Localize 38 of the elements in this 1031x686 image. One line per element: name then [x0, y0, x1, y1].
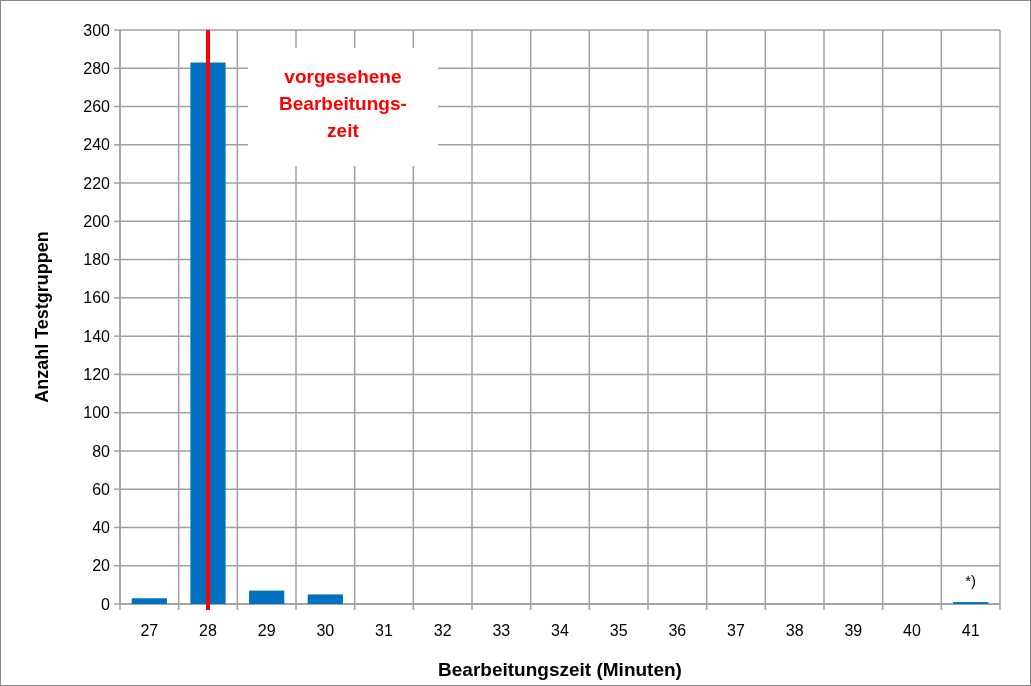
x-tick-label: 35 [609, 622, 628, 639]
y-tick-label: 160 [83, 289, 111, 307]
x-tick-label: 41 [961, 622, 980, 639]
x-tick-label: 40 [903, 622, 921, 639]
y-tick-label: 260 [83, 98, 111, 116]
bar [131, 598, 167, 604]
y-tick-label: 120 [83, 366, 111, 383]
x-tick-label: 36 [668, 622, 687, 639]
x-tick-label: 34 [551, 622, 569, 639]
y-tick-label: 220 [83, 174, 111, 192]
y-tick-label: 0 [101, 595, 111, 613]
x-tick-label: 38 [785, 622, 804, 639]
x-tick-label: 29 [257, 622, 276, 639]
y-tick-label: 180 [83, 251, 111, 269]
x-tick-label: 30 [316, 622, 335, 639]
y-tick-label: 300 [83, 21, 111, 39]
y-axis-title: Anzahl Testgruppen [32, 231, 52, 403]
x-tick-label: 32 [433, 622, 452, 639]
y-tick-label: 140 [83, 327, 111, 345]
annotation: *) [965, 572, 977, 589]
bar [307, 594, 343, 604]
y-tick-label: 80 [92, 442, 111, 460]
y-tick-label: 280 [83, 59, 111, 77]
ref-line-label: vorgesehene Bearbeitungs- zeit [279, 66, 407, 141]
y-tick-label: 200 [83, 212, 111, 230]
x-axis-title: Bearbeitungszeit (Minuten) [438, 659, 682, 680]
x-tick-label: 27 [140, 622, 159, 639]
x-tick-label: 33 [492, 622, 511, 639]
x-tick-label: 31 [375, 622, 393, 639]
y-tick-label: 40 [92, 519, 111, 537]
y-tick-label: 240 [83, 136, 111, 154]
y-tick-label: 20 [92, 557, 111, 575]
y-tick-label: 60 [92, 480, 111, 498]
y-tick-label: 100 [83, 404, 111, 422]
x-tick-label: 39 [844, 622, 863, 639]
x-tick-label: 37 [727, 622, 745, 639]
x-tick-label: 28 [199, 622, 217, 639]
bar [249, 590, 285, 604]
